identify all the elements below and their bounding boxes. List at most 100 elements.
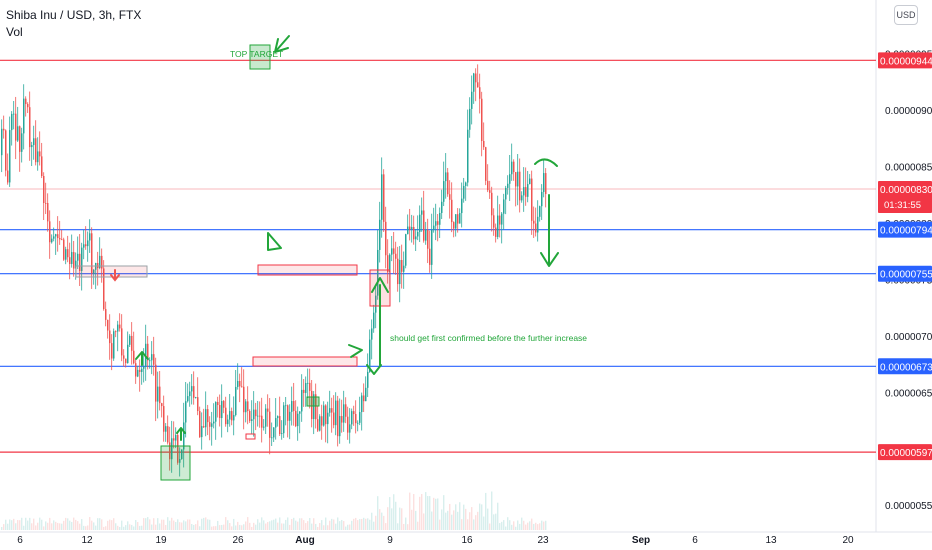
candle-body xyxy=(291,401,293,412)
candle-body xyxy=(451,199,453,223)
zone-box xyxy=(160,445,191,481)
volume-bar xyxy=(153,518,155,530)
volume-bar xyxy=(267,522,269,530)
x-tick-label: 9 xyxy=(387,535,393,546)
candle-body xyxy=(137,369,139,377)
candle-body xyxy=(69,257,71,264)
x-tick-label: 12 xyxy=(81,535,93,546)
volume-bar xyxy=(401,508,403,530)
candle-body xyxy=(39,151,41,157)
candle-body xyxy=(177,434,179,463)
volume-bar xyxy=(145,518,147,530)
volume-bar xyxy=(77,521,79,530)
volume-bar xyxy=(239,524,241,530)
candle-body xyxy=(245,401,247,413)
candle-body xyxy=(543,173,545,192)
volume-bar xyxy=(141,525,143,530)
volume-bar xyxy=(201,518,203,530)
volume-bar xyxy=(9,519,11,530)
candle-body xyxy=(207,409,209,423)
volume-bar xyxy=(543,521,545,530)
volume-bar xyxy=(363,517,365,530)
volume-bar xyxy=(167,517,169,530)
candle-body xyxy=(237,381,239,387)
volume-bar xyxy=(23,525,25,530)
candle-body xyxy=(71,252,73,264)
x-tick-label: 20 xyxy=(842,535,854,546)
currency-button[interactable]: USD xyxy=(894,5,918,25)
candle-body xyxy=(407,226,409,235)
arrow-up-icon xyxy=(371,277,389,366)
candle-body xyxy=(269,411,271,438)
candle-body xyxy=(51,238,53,243)
candle-body xyxy=(425,229,427,241)
volume-bar xyxy=(389,497,391,530)
candle-body xyxy=(7,170,9,183)
curve-mark xyxy=(534,158,558,167)
volume-bar xyxy=(365,518,367,530)
volume-bar xyxy=(81,519,83,530)
candle-body xyxy=(1,128,3,156)
candle-body xyxy=(261,415,263,428)
candle-body xyxy=(383,174,385,222)
volume-bar xyxy=(225,517,227,530)
volume-bar xyxy=(381,512,383,530)
candle-body xyxy=(433,225,435,230)
candle-body xyxy=(257,415,259,417)
volume-bar xyxy=(421,494,423,530)
volume-bar xyxy=(147,517,149,530)
candle-body xyxy=(481,98,483,142)
arrow-up-icon xyxy=(135,351,149,366)
volume-bar xyxy=(55,521,57,530)
candle-body xyxy=(3,128,5,131)
candle-body xyxy=(405,234,407,266)
candle-body xyxy=(181,449,183,459)
volume-bar xyxy=(217,520,219,530)
candle-body xyxy=(371,328,373,340)
candle-body xyxy=(111,343,113,359)
candle-body xyxy=(63,239,65,260)
candle-body xyxy=(175,434,177,441)
volume-bar xyxy=(535,522,537,530)
candle-body xyxy=(125,358,127,364)
candle-body xyxy=(55,234,57,237)
volume-bar xyxy=(295,520,297,530)
candle-body xyxy=(249,410,251,421)
candle-body xyxy=(17,126,19,141)
candle-body xyxy=(493,215,495,228)
candle-body xyxy=(251,419,253,421)
candle-body xyxy=(85,244,87,247)
candle-body xyxy=(411,226,413,230)
candle-body xyxy=(73,252,75,269)
volume-bar xyxy=(35,525,37,530)
candle-body xyxy=(213,421,215,424)
volume-bar xyxy=(197,520,199,530)
candle-body xyxy=(13,113,15,115)
candle-body xyxy=(521,195,523,201)
volume-bar xyxy=(525,524,527,530)
volume-bar xyxy=(477,511,479,530)
candle-body xyxy=(525,187,527,197)
candle-body xyxy=(365,387,367,402)
candle-body xyxy=(23,98,25,134)
volume-bar xyxy=(301,518,303,530)
candle-body xyxy=(191,386,193,392)
candle-body xyxy=(79,253,81,271)
candle-body xyxy=(519,171,521,201)
volume-bar xyxy=(57,522,59,530)
candle-body xyxy=(367,371,369,388)
volume-bar xyxy=(409,492,411,530)
candle-body xyxy=(83,244,85,248)
candle-body xyxy=(477,82,479,88)
candle-body xyxy=(479,87,481,99)
volume-bar xyxy=(219,525,221,530)
candle-body xyxy=(119,324,121,329)
candle-body xyxy=(45,202,47,204)
candle-body xyxy=(203,426,205,428)
volume-bar xyxy=(507,517,509,530)
candle-body xyxy=(339,416,341,437)
candle-body xyxy=(349,424,351,433)
volume-bar xyxy=(137,522,139,530)
candle-body xyxy=(217,401,219,406)
